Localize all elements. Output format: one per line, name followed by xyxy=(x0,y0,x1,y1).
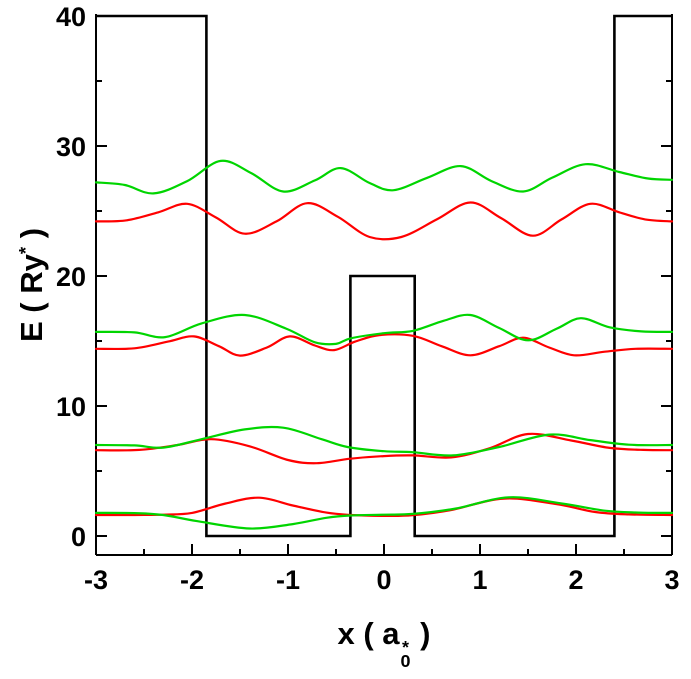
x-tick-label: 3 xyxy=(664,565,679,595)
x-tick-label: -2 xyxy=(180,565,204,595)
x-axis-title-superscript: * xyxy=(402,636,410,657)
x-tick-label: 2 xyxy=(568,565,583,595)
y-tick-label: 20 xyxy=(56,262,86,292)
x-axis-title-subsup: * 0 xyxy=(400,636,411,672)
potential-curve xyxy=(96,14,672,538)
x-tick-label: 0 xyxy=(376,565,391,595)
x-axis-title-close: ) xyxy=(411,616,431,651)
x-tick-label: 1 xyxy=(472,565,487,595)
x-axis-title-subscript: 0 xyxy=(400,651,411,672)
state-4-red-curve xyxy=(94,201,674,241)
x-tick-label: -1 xyxy=(276,565,300,595)
state-4-green-curve xyxy=(94,159,674,195)
y-axis-title-close: ) xyxy=(14,227,49,247)
y-tick-label: 30 xyxy=(56,132,86,162)
y-axis-title-text: E ( Ry xyxy=(14,254,49,343)
x-tick-label: -3 xyxy=(84,565,108,595)
state-3-green-curve xyxy=(94,313,674,346)
y-axis-title: E ( Ry* ) xyxy=(14,228,50,342)
y-tick-label: 10 xyxy=(56,392,86,422)
state-3-red-curve xyxy=(94,333,674,357)
state-2-green-curve xyxy=(94,425,674,457)
state-1-green-curve xyxy=(94,496,674,530)
x-axis-title: x ( a * 0 ) xyxy=(337,616,431,672)
y-tick-label: 40 xyxy=(56,2,86,32)
x-axis-title-text: x ( a xyxy=(337,616,400,651)
y-tick-label: 0 xyxy=(71,522,86,552)
state-2-red-curve xyxy=(94,432,674,465)
y-axis-title-superscript: * xyxy=(14,246,36,255)
